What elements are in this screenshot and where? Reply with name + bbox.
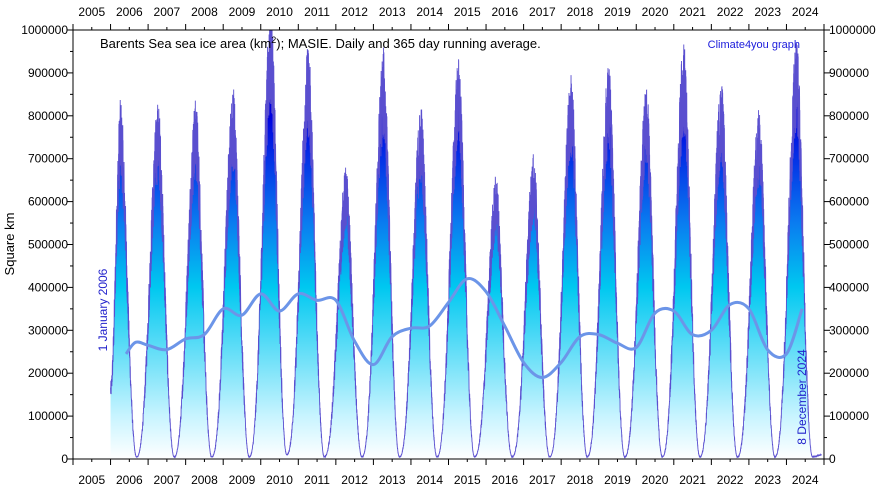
y-tick-label-right: 0 [829,452,836,466]
y-tick-label-left: 300000 [28,323,68,337]
end-date-note: 8 December 2024 [795,349,809,445]
y-tick-label-left: 400000 [28,280,68,294]
x-tick-label-top: 2008 [191,5,218,19]
running-average-line [124,277,804,379]
y-tick-label-right: 200000 [829,366,869,380]
x-tick-label-bottom: 2005 [78,473,105,487]
y-axis-title: Square km [2,213,17,276]
x-tick-label-top: 2020 [642,5,669,19]
x-tick-label-top: 2010 [266,5,293,19]
start-date-note: 1 January 2006 [96,268,110,351]
y-tick-label-right: 900000 [829,66,869,80]
y-tick-label-left: 800000 [28,109,68,123]
x-tick-label-bottom: 2023 [754,473,781,487]
x-tick-label-top: 2011 [304,5,330,19]
y-tick-label-right: 400000 [829,280,869,294]
x-tick-label-top: 2019 [604,5,631,19]
x-axis-top: 2005 2006 2007 2008 2009 2010 2011 2012 2013 2014… [72,5,825,30]
y-tick-label-right: 500000 [829,238,869,252]
y-axis-right: 0 100000 200000 300000 400000 500000 600000 700… [824,23,876,466]
x-tick-label-top: 2009 [229,5,256,19]
y-tick-label-right: 800000 [829,109,869,123]
x-tick-label-top: 2017 [529,5,556,19]
x-tick-label-top: 2024 [792,5,819,19]
y-tick-label-left: 600000 [28,195,68,209]
x-tick-label-bottom: 2007 [154,473,181,487]
y-axis-left: 0 100000 200000 300000 400000 500000 600000 700… [21,23,73,466]
x-tick-label-top: 2014 [416,5,443,19]
x-tick-label-top: 2016 [491,5,518,19]
y-tick-label-left: 900000 [28,66,68,80]
x-tick-label-top: 2022 [717,5,744,19]
chart-credit: Climate4you graph [708,39,800,51]
x-tick-label-top: 2013 [379,5,406,19]
x-tick-label-bottom: 2024 [792,473,819,487]
chart-title: Barents Sea sea ice area (km2); MASIE. D… [100,35,541,51]
y-tick-label-right: 700000 [829,152,869,166]
x-tick-label-bottom: 2011 [304,473,330,487]
x-tick-label-bottom: 2020 [642,473,669,487]
x-tick-label-bottom: 2013 [379,473,406,487]
x-tick-label-top: 2021 [679,5,706,19]
y-tick-label-right: 1000000 [829,23,876,37]
x-tick-label-bottom: 2008 [191,473,218,487]
x-tick-label-top: 2023 [754,5,781,19]
x-tick-label-bottom: 2018 [567,473,594,487]
x-tick-label-bottom: 2014 [416,473,443,487]
x-tick-label-top: 2018 [567,5,594,19]
y-tick-label-left: 100000 [28,409,68,423]
x-axis-bottom: 2005 2006 2007 2008 2009 2010 2011 2012 2013 2014… [72,459,825,487]
y-tick-label-right: 600000 [829,195,869,209]
y-tick-label-left: 500000 [28,238,68,252]
y-tick-label-right: 300000 [829,323,869,337]
x-tick-label-bottom: 2021 [679,473,706,487]
x-tick-label-top: 2015 [454,5,481,19]
y-tick-label-left: 700000 [28,152,68,166]
x-tick-label-bottom: 2017 [529,473,556,487]
plot-area [110,30,822,459]
y-tick-label-left: 1000000 [21,23,68,37]
x-tick-label-bottom: 2016 [491,473,518,487]
x-tick-label-top: 2012 [341,5,368,19]
x-tick-label-bottom: 2012 [341,473,368,487]
x-tick-label-top: 2007 [154,5,181,19]
y-tick-label-left: 0 [61,452,68,466]
y-tick-label-right: 100000 [829,409,869,423]
x-tick-label-bottom: 2006 [116,473,143,487]
x-tick-label-bottom: 2019 [604,473,631,487]
x-tick-label-top: 2005 [78,5,105,19]
x-tick-label-bottom: 2015 [454,473,481,487]
y-tick-label-left: 200000 [28,366,68,380]
x-tick-label-bottom: 2010 [266,473,293,487]
x-tick-label-top: 2006 [116,5,143,19]
x-tick-label-bottom: 2022 [717,473,744,487]
x-tick-label-bottom: 2009 [229,473,256,487]
